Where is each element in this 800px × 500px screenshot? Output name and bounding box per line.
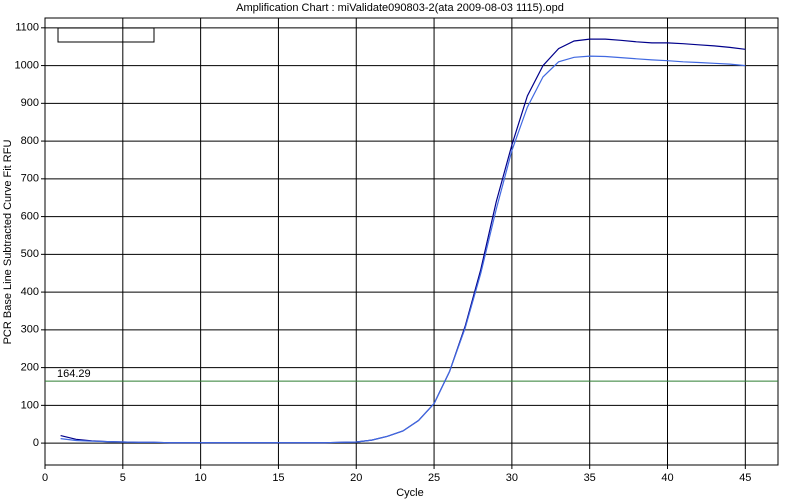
x-tick-label: 30 (506, 472, 518, 484)
legend-box (57, 27, 155, 43)
y-tick-label: 1100 (15, 22, 39, 34)
chart-title: Amplification Chart : miValidate090803-2… (236, 2, 564, 14)
x-tick-label: 5 (120, 472, 126, 484)
y-tick-label: 900 (21, 97, 39, 109)
x-tick-label: 35 (584, 472, 596, 484)
y-tick-label: 500 (21, 248, 39, 260)
x-tick-label: 0 (42, 472, 48, 484)
y-axis-label: PCR Base Line Subtracted Curve Fit RFU (2, 140, 14, 345)
y-tick-label: 400 (21, 286, 39, 298)
x-tick-label: 10 (195, 472, 207, 484)
y-tick-label: 700 (21, 173, 39, 185)
plot-area (44, 17, 779, 466)
x-tick-label: 40 (661, 472, 673, 484)
x-tick-label: 45 (739, 472, 751, 484)
y-tick-label: 200 (21, 362, 39, 374)
y-tick-label: 0 (33, 437, 39, 449)
y-tick-label: 1000 (15, 59, 39, 71)
y-tick-label: 600 (21, 210, 39, 222)
y-tick-label: 300 (21, 324, 39, 336)
threshold-label: 164.29 (57, 368, 91, 380)
series-line (60, 55, 746, 444)
x-axis-label: Cycle (396, 487, 424, 499)
y-tick-label: 800 (21, 135, 39, 147)
x-tick-label: 15 (272, 472, 284, 484)
x-tick-label: 25 (428, 472, 440, 484)
y-tick-label: 100 (21, 399, 39, 411)
x-tick-label: 20 (350, 472, 362, 484)
